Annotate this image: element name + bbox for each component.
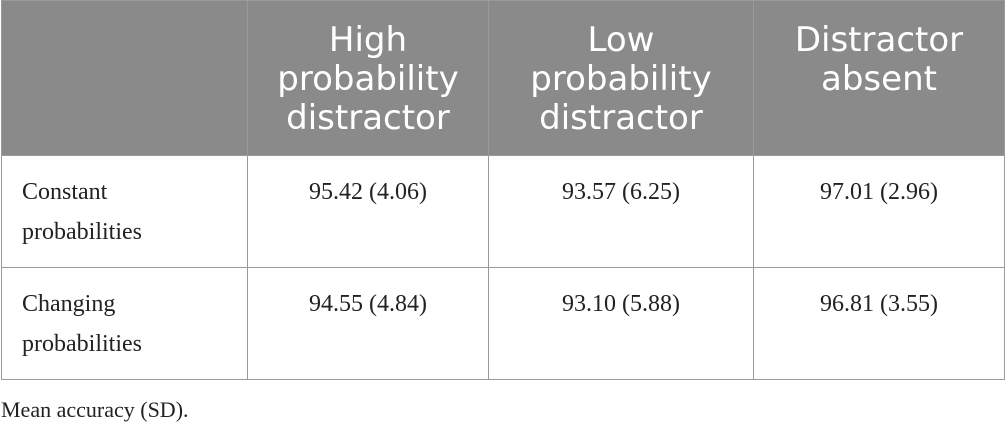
header-corner-cell (1, 0, 248, 156)
results-table: High probability distractor Low probabil… (1, 0, 1005, 380)
cell-value: 97.01 (2.96) (753, 155, 1005, 268)
table-header: High probability distractor Low probabil… (1, 0, 1005, 156)
header-distractor-absent: Distractor absent (753, 0, 1005, 156)
table-row: Constant probabilities 95.42 (4.06) 93.5… (1, 155, 1005, 268)
table-body: Constant probabilities 95.42 (4.06) 93.5… (1, 155, 1005, 380)
row-label-constant: Constant probabilities (1, 155, 248, 268)
header-row: High probability distractor Low probabil… (1, 0, 1005, 156)
cell-value: 94.55 (4.84) (247, 267, 489, 380)
cell-value: 93.10 (5.88) (488, 267, 754, 380)
header-low-probability-text: Low probability distractor (530, 20, 712, 138)
header-high-probability-text: High probability distractor (277, 20, 459, 138)
header-high-probability: High probability distractor (247, 0, 489, 156)
header-distractor-absent-text: Distractor absent (794, 20, 964, 99)
cell-value: 96.81 (3.55) (753, 267, 1005, 380)
results-table-container: High probability distractor Low probabil… (1, 0, 1005, 380)
cell-value: 95.42 (4.06) (247, 155, 489, 268)
table-row: Changing probabilities 94.55 (4.84) 93.1… (1, 267, 1005, 380)
row-label-changing: Changing probabilities (1, 267, 248, 380)
table-footnote: Mean accuracy (SD). (1, 397, 189, 422)
cell-value: 93.57 (6.25) (488, 155, 754, 268)
header-low-probability: Low probability distractor (488, 0, 754, 156)
